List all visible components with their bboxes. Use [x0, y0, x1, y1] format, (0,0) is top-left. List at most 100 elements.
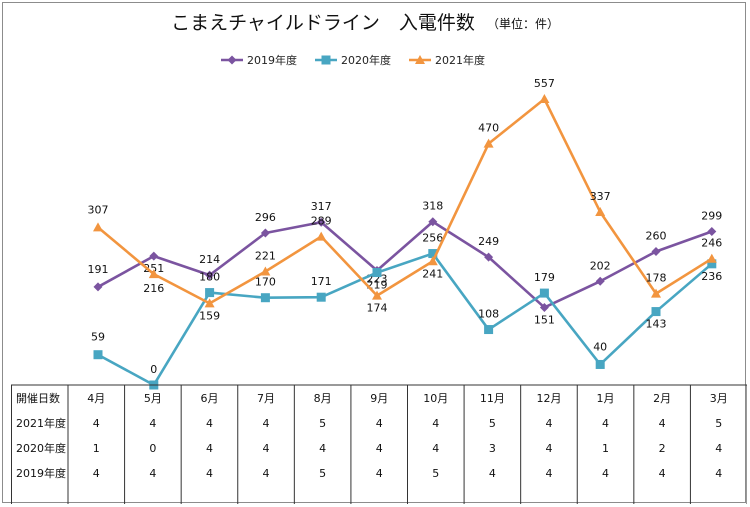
- table-cell: 4: [659, 417, 666, 430]
- table-cell: 0: [149, 442, 156, 455]
- table-cell: 4: [545, 467, 552, 480]
- data-label: 191: [88, 263, 109, 276]
- data-point: [316, 292, 326, 302]
- table-cell: 4: [715, 442, 722, 455]
- data-point: [260, 266, 271, 276]
- table-cell: 4: [432, 442, 439, 455]
- table-cell: 4: [659, 467, 666, 480]
- data-label: 216: [143, 282, 164, 295]
- series-line: [97, 97, 713, 305]
- data-point: [427, 256, 438, 266]
- x-tick-label: 3月: [710, 392, 728, 405]
- data-point: [428, 249, 438, 259]
- data-point: [651, 307, 661, 317]
- legend-marker-2021年度: [415, 55, 425, 64]
- legend-marker-2020年度: [321, 55, 331, 65]
- data-label: 180: [199, 271, 220, 284]
- data-label: 246: [701, 237, 722, 250]
- data-label: 59: [91, 331, 105, 344]
- table-cell: 4: [206, 442, 213, 455]
- legend-label: 2019年度: [247, 53, 297, 67]
- table-row-label: 2020年度: [16, 441, 66, 455]
- series-2021年度: 307 216 159 221 289 174 241 470 557 337 178 246: [88, 77, 723, 322]
- data-point: [316, 231, 327, 241]
- data-point: [706, 253, 717, 263]
- data-point: [483, 138, 494, 148]
- data-label: 557: [534, 77, 555, 90]
- data-label: 236: [701, 270, 722, 283]
- series-line: [97, 220, 713, 309]
- data-label: 317: [311, 200, 332, 213]
- legend-label: 2021年度: [435, 53, 485, 67]
- data-point: [595, 359, 605, 369]
- table-cell: 4: [263, 417, 270, 430]
- data-point: [316, 217, 326, 227]
- data-label: 221: [255, 250, 276, 263]
- data-point: [428, 217, 438, 227]
- data-label: 214: [199, 253, 220, 266]
- data-point: [595, 276, 605, 286]
- table-cell: 3: [489, 442, 496, 455]
- data-point: [651, 246, 661, 256]
- data-label: 251: [143, 262, 164, 275]
- data-label: 151: [534, 313, 555, 326]
- data-point: [651, 288, 661, 298]
- plot-area: 191 2512142963172233182491512022602995901…: [88, 77, 723, 390]
- data-point: [205, 288, 215, 298]
- data-label: 108: [478, 308, 499, 321]
- legend-label: 2020年度: [341, 53, 391, 67]
- x-tick-label: 1月: [597, 392, 615, 405]
- table-cell: 4: [263, 442, 270, 455]
- data-label: 178: [646, 272, 667, 285]
- data-label: 171: [311, 275, 332, 288]
- data-point: [484, 325, 494, 335]
- data-label: 337: [590, 190, 611, 203]
- table-cell: 4: [93, 467, 100, 480]
- chart-title: こまえチャイルドライン 入電件数: [171, 12, 475, 34]
- data-label: 289: [311, 215, 332, 228]
- data-label: 318: [422, 200, 443, 213]
- series-line: [97, 252, 713, 387]
- data-point: [595, 206, 606, 216]
- data-label: 159: [199, 309, 220, 322]
- table-cell: 1: [93, 442, 100, 455]
- table-cell: 4: [376, 442, 383, 455]
- table-cell: 4: [206, 417, 213, 430]
- legend: 2019年度 2020年度 2021年度: [221, 53, 485, 67]
- table-cell: 4: [715, 467, 722, 480]
- table-cell: 4: [376, 417, 383, 430]
- table-cell: 4: [93, 417, 100, 430]
- data-point: [205, 270, 215, 280]
- data-label: 470: [478, 122, 499, 135]
- x-tick-label: 12月: [536, 392, 561, 405]
- table-cell: 5: [715, 417, 722, 430]
- data-label: 40: [593, 340, 607, 353]
- x-tick-label: 10月: [423, 392, 448, 405]
- table-cell: 4: [432, 417, 439, 430]
- table-cell: 4: [376, 467, 383, 480]
- data-label: 170: [255, 276, 276, 289]
- data-point: [260, 293, 270, 303]
- data-point: [93, 222, 103, 232]
- data-label: 299: [701, 209, 722, 222]
- table-cell: 5: [489, 417, 496, 430]
- table-cell: 4: [263, 467, 270, 480]
- x-tick-label: 4月: [87, 392, 105, 405]
- table-cell: 4: [602, 417, 609, 430]
- data-label: 174: [367, 302, 388, 315]
- data-point: [539, 302, 549, 312]
- data-label: 179: [534, 271, 555, 284]
- data-point: [372, 268, 382, 278]
- data-point: [484, 252, 494, 262]
- table-cell: 4: [545, 442, 552, 455]
- data-point: [372, 290, 382, 300]
- data-point: [148, 269, 159, 279]
- x-tick-label: 8月: [314, 392, 332, 405]
- table-cell: 5: [319, 417, 326, 430]
- data-label: 296: [255, 211, 276, 224]
- x-tick-label: 11月: [480, 392, 505, 405]
- table-cell: 2: [659, 442, 666, 455]
